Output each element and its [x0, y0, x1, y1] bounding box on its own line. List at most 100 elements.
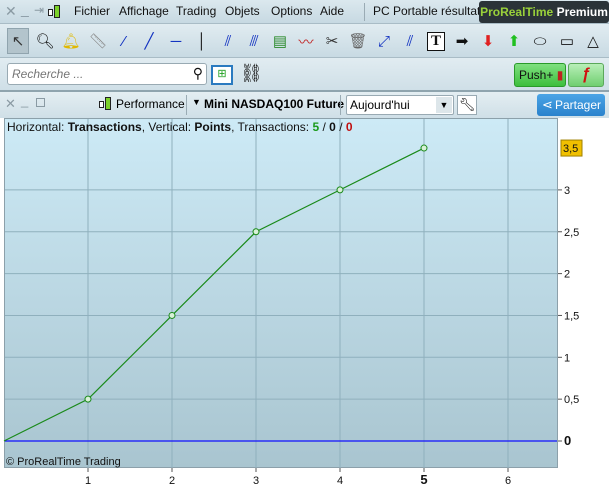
y-tick-label: 0 — [564, 433, 571, 448]
alert-bell-icon[interactable]: 🔔︎ — [61, 33, 81, 50]
chart-window-bar: ✕ _ Performance ▼ Mini NASDAQ100 Future … — [0, 92, 609, 118]
h-label: Horizontal: — [7, 120, 68, 134]
menu-trading[interactable]: Trading — [176, 4, 217, 18]
brand-name: ProRealTime — [480, 5, 554, 19]
trend-chart-icon[interactable]: 〰 — [298, 33, 314, 51]
neutral-trades: 0 — [329, 120, 336, 134]
data-point — [84, 395, 92, 403]
menu-aide[interactable]: Aide — [320, 4, 345, 18]
chart-area: 1 2 3 4 5 6 0 0,5 1 1,5 2 2,5 3 3,5 — [0, 118, 609, 490]
push-button[interactable]: Push+ ▮ — [514, 63, 566, 87]
chart-info: Horizontal: Transactions, Vertical: Poin… — [7, 120, 353, 134]
channel-icon[interactable]: ⫽ — [224, 32, 232, 50]
horizontal-line-icon[interactable]: ─ — [170, 32, 182, 50]
minimize-icon[interactable]: _ — [21, 1, 29, 17]
candlestick-icon: ▮ — [556, 68, 564, 82]
search-input[interactable] — [8, 64, 183, 84]
formula-button[interactable]: ƒ — [568, 63, 604, 87]
last-value-label: 3,5 — [563, 143, 578, 155]
workspace-name[interactable]: PC Portable résultat — [373, 4, 481, 18]
h-value: Transactions — [67, 120, 142, 134]
last-value-badge — [560, 139, 583, 157]
text-icon[interactable]: T — [424, 28, 448, 54]
arrow-right-icon[interactable]: ➡ — [455, 33, 469, 50]
v-value: Points — [194, 120, 232, 134]
fan-icon[interactable]: ⫽ — [406, 32, 414, 50]
period-value: Aujourd'hui — [350, 98, 410, 112]
zoom-icon[interactable]: 🔍︎ — [35, 33, 55, 50]
x-tick-label: 5 — [420, 472, 427, 487]
brand-edition: Premium — [556, 5, 608, 19]
trash-icon[interactable]: 🗑︎ — [348, 33, 368, 50]
search-row: ⚲ ⊞ ⛓︎ Push+ ▮ ƒ — [0, 58, 609, 92]
ellipse-icon[interactable]: ⬭ — [533, 32, 547, 50]
x-tick-label: 1 — [85, 475, 91, 487]
x-tick-label: 4 — [337, 475, 343, 487]
separator: / — [319, 120, 330, 134]
divider — [340, 95, 341, 115]
triangle-icon[interactable]: △ — [587, 33, 599, 50]
separator: / — [335, 120, 346, 134]
close-window-icon[interactable]: ✕ — [5, 96, 16, 111]
dropdown-arrow-icon[interactable]: ▼ — [192, 97, 201, 107]
line-icon[interactable]: ╱ — [144, 33, 154, 50]
divider — [364, 3, 365, 21]
x-tick-label: 3 — [253, 475, 259, 487]
data-point — [168, 311, 176, 319]
data-point — [252, 228, 260, 236]
brand-badge: ProRealTime Premium — [479, 1, 609, 23]
chevron-down-icon[interactable]: ▼ — [436, 97, 452, 113]
copyright: © ProRealTime Trading — [6, 456, 121, 468]
candlestick-icon — [98, 96, 112, 112]
instrument-name[interactable]: Mini NASDAQ100 Future — [204, 97, 345, 111]
y-tick-label: 0,5 — [564, 394, 579, 406]
x-tick-label: 2 — [169, 475, 175, 487]
performance-chart: 1 2 3 4 5 6 0 0,5 1 1,5 2 2,5 3 3,5 — [3, 119, 583, 487]
arrow-down-icon[interactable]: ⬇ — [481, 33, 495, 50]
add-chart-icon[interactable]: ⊞ — [211, 65, 233, 85]
menu-options[interactable]: Options — [271, 4, 313, 18]
t-label: , Transactions: — [231, 120, 313, 134]
losing-trades: 0 — [345, 120, 353, 134]
wrench-icon[interactable]: 🔧︎ — [457, 95, 477, 115]
y-tick-label: 3 — [564, 185, 570, 197]
chart-type[interactable]: Performance — [116, 97, 185, 111]
period-select[interactable]: Aujourd'hui ▼ — [346, 95, 454, 115]
v-label: , Vertical: — [141, 120, 195, 134]
candlestick-logo-icon — [47, 4, 61, 20]
search-icon[interactable]: ⚲ — [192, 65, 203, 81]
drawing-toolbar: ↖ 🔍︎ 🔔︎ 📏︎ ⁄ ╱ ─ │ ⫽ ⫻ ▤ 〰 ✂ 🗑︎ ⤢ ⫽ T ➡ … — [0, 24, 609, 58]
indicator-chart-icon[interactable]: ▤ — [272, 33, 288, 50]
menu-objets[interactable]: Objets — [225, 4, 260, 18]
y-tick-label: 1,5 — [564, 310, 579, 322]
arrow-up-icon[interactable]: ⬆ — [507, 33, 521, 50]
vertical-line-icon[interactable]: │ — [197, 32, 207, 50]
menubar: ✕ _ ⇥ Fichier Affichage Trading Objets O… — [0, 0, 609, 24]
data-point — [336, 186, 344, 194]
segment-icon[interactable]: ⁄ — [122, 32, 126, 50]
pointer-icon[interactable]: ↖ — [7, 28, 29, 54]
plot-area[interactable] — [4, 118, 558, 468]
search-box: ⚲ — [7, 63, 207, 85]
share-label: Partager — [554, 98, 601, 112]
pin-icon[interactable]: ⇥ — [34, 3, 45, 17]
series-line — [3, 147, 425, 442]
push-label: Push+ — [519, 68, 554, 82]
menu-affichage[interactable]: Affichage — [119, 4, 169, 18]
link-icon[interactable]: ⛓︎ — [240, 63, 263, 83]
winning-trades: 5 — [312, 120, 320, 134]
y-tick-label: 2 — [564, 269, 570, 281]
minimize-window-icon[interactable]: _ — [21, 93, 29, 108]
rectangle-icon[interactable]: ▭ — [559, 33, 575, 50]
parallel-lines-icon[interactable]: ⫻ — [249, 32, 259, 50]
share-button[interactable]: ⋖ Partager — [537, 94, 605, 116]
y-tick-label: 1 — [564, 352, 570, 364]
ruler-icon[interactable]: 📏︎ — [88, 33, 108, 50]
x-tick-label: 6 — [505, 475, 511, 487]
close-icon[interactable]: ✕ — [5, 3, 17, 19]
y-tick-label: 2,5 — [564, 227, 579, 239]
menu-fichier[interactable]: Fichier — [74, 4, 111, 18]
point-to-point-icon[interactable]: ⤢ — [377, 32, 390, 50]
maximize-window-icon[interactable] — [36, 98, 45, 107]
tools-icon[interactable]: ✂ — [325, 33, 339, 50]
